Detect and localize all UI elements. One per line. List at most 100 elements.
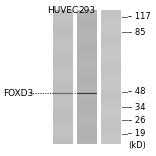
Bar (53, 125, 73, 126)
Bar (53, 24, 73, 26)
Text: – 19: – 19 (128, 129, 146, 138)
Bar (101, 23, 121, 24)
Bar (53, 134, 73, 135)
Bar (53, 71, 73, 73)
Bar (101, 17, 121, 18)
Bar (77, 73, 97, 75)
Bar (77, 49, 97, 50)
Bar (53, 38, 73, 39)
Bar (101, 13, 121, 15)
Bar (77, 109, 97, 110)
Bar (101, 136, 121, 137)
Bar (77, 130, 97, 132)
Bar (77, 95, 97, 96)
Bar (77, 125, 97, 126)
Bar (101, 76, 121, 77)
Bar (101, 77, 121, 78)
Bar (101, 88, 121, 89)
Bar (101, 122, 121, 123)
Bar (53, 120, 73, 122)
Bar (53, 51, 73, 52)
Text: – 26: – 26 (128, 116, 146, 125)
Bar (101, 132, 121, 133)
Bar (53, 118, 73, 119)
Bar (101, 128, 121, 129)
Bar (53, 57, 73, 58)
Bar (53, 48, 73, 49)
Bar (77, 60, 97, 61)
Bar (53, 136, 73, 137)
Bar (101, 21, 121, 22)
Bar (77, 37, 97, 38)
Bar (101, 119, 121, 121)
Bar (77, 71, 97, 73)
Bar (101, 52, 121, 54)
Bar (53, 113, 73, 114)
Bar (53, 139, 73, 141)
Bar (53, 112, 73, 113)
Bar (101, 95, 121, 96)
Bar (53, 130, 73, 132)
Text: – 85: – 85 (128, 27, 146, 37)
Bar (101, 79, 121, 80)
Bar (53, 85, 73, 86)
Bar (77, 92, 97, 93)
Bar (77, 120, 97, 122)
Bar (101, 138, 121, 140)
Bar (77, 28, 97, 29)
Bar (77, 78, 97, 79)
Bar (77, 42, 97, 44)
Bar (53, 44, 73, 46)
Bar (101, 63, 121, 65)
Bar (53, 53, 73, 55)
Bar (77, 76, 97, 77)
Bar (77, 91, 97, 92)
Bar (101, 25, 121, 27)
Bar (101, 72, 121, 74)
Bar (53, 116, 73, 117)
Bar (77, 93, 97, 94)
Text: HUVEC: HUVEC (48, 6, 79, 15)
Bar (101, 27, 121, 28)
Bar (77, 138, 97, 140)
Bar (101, 112, 121, 113)
Bar (101, 127, 121, 128)
Bar (101, 50, 121, 51)
Bar (53, 91, 73, 92)
Bar (101, 141, 121, 142)
Bar (53, 19, 73, 20)
Bar (53, 91, 73, 93)
Bar (101, 54, 121, 56)
Bar (53, 141, 73, 142)
Bar (101, 42, 121, 44)
Bar (101, 34, 121, 36)
Bar (77, 79, 97, 80)
Bar (77, 32, 97, 33)
Bar (77, 116, 97, 117)
Bar (53, 101, 73, 103)
Bar (53, 68, 73, 69)
Bar (53, 137, 73, 139)
Bar (101, 46, 121, 47)
Bar (101, 14, 121, 16)
Bar (53, 88, 73, 89)
Bar (53, 34, 73, 36)
Bar (53, 13, 73, 15)
Bar (101, 49, 121, 50)
Text: FOXD3: FOXD3 (3, 89, 33, 98)
Bar (77, 17, 97, 18)
Bar (77, 143, 97, 144)
Bar (77, 98, 97, 99)
Bar (53, 33, 73, 34)
Bar (77, 117, 97, 118)
Bar (77, 102, 97, 104)
Bar (77, 30, 97, 31)
Bar (101, 30, 121, 31)
Bar (101, 100, 121, 102)
Bar (101, 59, 121, 60)
Bar (101, 137, 121, 139)
Bar (101, 84, 121, 85)
Bar (53, 56, 73, 57)
Bar (53, 60, 73, 61)
Bar (53, 90, 73, 92)
